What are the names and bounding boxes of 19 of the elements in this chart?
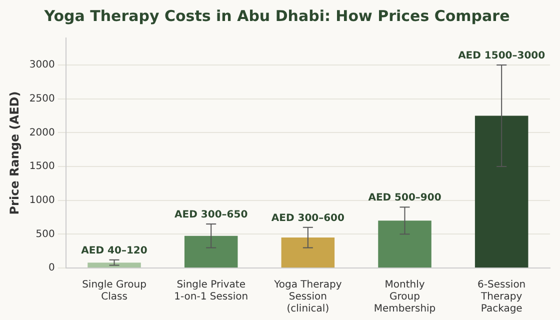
chart-title: Yoga Therapy Costs in Abu Dhabi: How Prices Compare	[43, 6, 510, 25]
y-tick-label: 1500	[29, 161, 55, 172]
y-tick-label: 1000	[29, 194, 55, 206]
annotation: AED 300–650	[174, 210, 248, 221]
x-tick-label: Yoga Therapy Session (clinical)	[273, 280, 342, 315]
annotation: AED 500–900	[368, 192, 442, 204]
x-tick-label: Monthly Group Membership	[374, 280, 436, 315]
y-tick-label: 500	[36, 228, 55, 240]
y-tick-label: 2500	[29, 93, 55, 104]
y-tick-label: 2000	[29, 127, 55, 138]
x-tick-label: 6-Session Therapy Package	[478, 280, 526, 315]
x-tick-label: Single Private 1-on-1 Session	[174, 280, 248, 303]
annotation: AED 40–120	[81, 245, 148, 256]
annotation: AED 300–600	[271, 213, 345, 224]
x-tick-label: Single Group Class	[82, 280, 146, 303]
y-axis-title: Price Range (AED)	[7, 91, 22, 215]
y-tick-label: 3000	[29, 60, 55, 71]
y-tick-label: 0	[48, 262, 55, 274]
annotation: AED 1500–3000	[458, 50, 546, 62]
